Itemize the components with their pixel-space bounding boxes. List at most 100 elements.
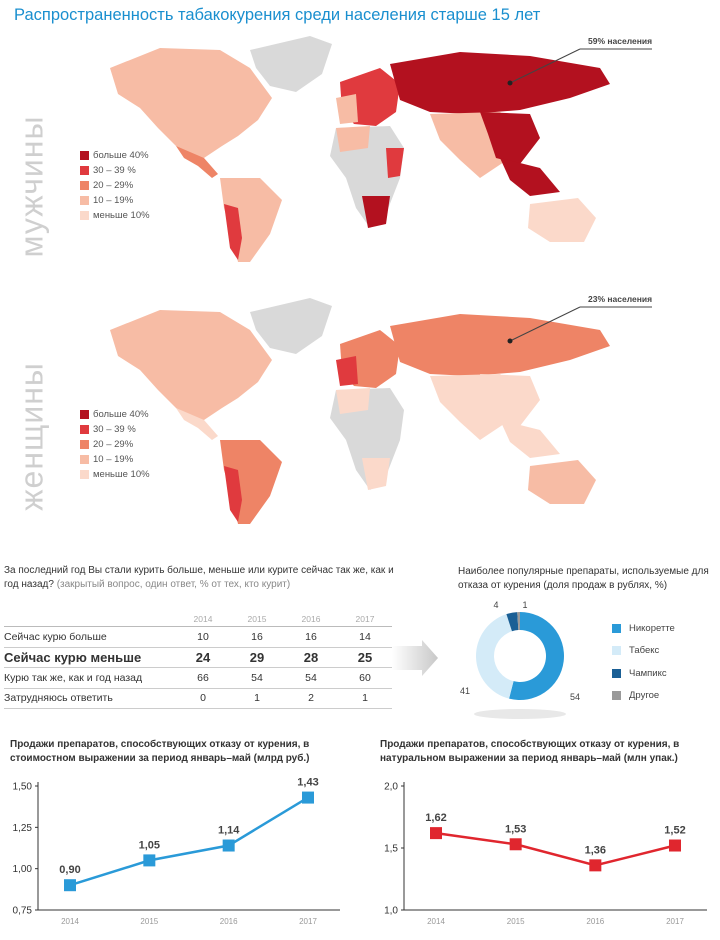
legend-swatch	[80, 425, 89, 434]
legend-item: 30 – 39 %	[80, 163, 150, 178]
cell-value: 24	[176, 647, 230, 668]
map-australia	[528, 198, 596, 242]
legend-swatch	[80, 211, 89, 220]
pie-slice-Другое	[517, 612, 520, 631]
legend-item: 20 – 29%	[80, 437, 150, 452]
table-row: Сейчас курю меньше 24 29 28 25	[4, 647, 392, 668]
line-chart-2: 1,0 1,5 2,0 2014 2015 2016 2017 1,62 1,53 1,36 1,5…	[384, 782, 707, 926]
row-label: Сейчас курю больше	[4, 626, 176, 648]
data-point	[669, 839, 681, 852]
data-label: 1,14	[218, 825, 240, 837]
map-greenland	[250, 298, 332, 354]
cell-value: 1	[230, 688, 284, 709]
table-header-row: 2014 2015 2016 2017	[4, 612, 392, 627]
map-se-asia	[500, 420, 560, 458]
data-label: 1,62	[425, 812, 446, 824]
legend-label: 30 – 39 %	[93, 165, 136, 176]
table-header-year: 2015	[230, 612, 284, 627]
cell-value: 16	[284, 626, 338, 648]
legend-swatch	[80, 166, 89, 175]
legend-label: больше 40%	[93, 150, 149, 161]
pie-slice-Никоретте	[509, 612, 564, 700]
data-label: 1,43	[297, 777, 318, 789]
legend-label: Чампикс	[629, 667, 667, 679]
y-tick-label: 0,75	[13, 906, 33, 917]
row-label: Сейчас курю меньше	[4, 647, 176, 668]
legend-item: Другое	[612, 685, 675, 708]
table-header-year: 2017	[338, 612, 392, 627]
cell-value: 10	[176, 626, 230, 648]
map-russia	[390, 52, 610, 114]
y-tick-label: 1,5	[384, 844, 398, 855]
table-header-empty	[4, 612, 176, 627]
line-chart-1-title: Продажи препаратов, способствующих отказ…	[10, 739, 310, 764]
x-tick-label: 2015	[140, 917, 158, 926]
legend-label: Табекс	[629, 645, 660, 657]
cell-value: 29	[230, 647, 284, 668]
legend-swatch	[612, 668, 621, 678]
legend-item: Табекс	[612, 640, 675, 663]
women-section-label: женщины	[13, 362, 50, 511]
x-tick-label: 2014	[61, 917, 79, 926]
legend-label: 10 – 19%	[93, 195, 134, 206]
map-russia	[390, 314, 610, 376]
survey-question: За последний год Вы стали курить больше,…	[4, 564, 394, 592]
data-point	[589, 859, 602, 872]
legend-swatch	[612, 623, 621, 633]
series-line	[69, 796, 309, 887]
x-tick-label: 2016	[220, 917, 238, 926]
map-australia	[528, 460, 596, 504]
table-header-year: 2016	[284, 612, 338, 627]
legend-label: больше 40%	[93, 409, 149, 420]
legend-label: 20 – 29%	[93, 180, 134, 191]
legend-swatch	[80, 196, 89, 205]
legend-swatch	[612, 646, 621, 656]
data-point	[222, 839, 235, 852]
map-africa-east	[386, 148, 404, 178]
y-tick-label: 1,25	[13, 823, 33, 834]
cell-value: 54	[230, 667, 284, 689]
men-section-label: мужчины	[13, 115, 50, 258]
pie-data-label: 4	[493, 600, 498, 610]
legend-swatch	[80, 181, 89, 190]
legend-label: Никоретте	[629, 622, 675, 634]
map-se-asia	[500, 158, 560, 196]
table-row: Затрудняюсь ответить 0 1 2 1	[4, 688, 392, 709]
y-tick-label: 1,50	[13, 782, 33, 793]
pie-data-label: 41	[460, 686, 470, 696]
map-europe-west	[336, 94, 358, 124]
legend-item: 30 – 39 %	[80, 422, 150, 437]
women-callout-label: 23% населения	[588, 294, 653, 304]
survey-question-text: За последний год Вы стали курить больше,…	[4, 565, 394, 590]
row-label: Затрудняюсь ответить	[4, 688, 176, 709]
legend-item: больше 40%	[80, 148, 150, 163]
cell-value: 0	[176, 688, 230, 709]
data-label: 1,05	[139, 839, 160, 851]
table-header-year: 2014	[176, 612, 230, 627]
line-chart-2-title: Продажи препаратов, способствующих отказ…	[380, 739, 680, 764]
legend-swatch	[612, 691, 621, 701]
data-point	[509, 838, 522, 851]
cell-value: 60	[338, 667, 392, 689]
legend-label: 20 – 29%	[93, 439, 134, 450]
x-tick-label: 2015	[507, 917, 525, 926]
men-legend: больше 40% 30 – 39 % 20 – 29% 10 – 19% м…	[80, 148, 150, 223]
women-legend: больше 40% 30 – 39 % 20 – 29% 10 – 19% м…	[80, 407, 150, 482]
line-chart-1: 0,75 1,00 1,25 1,50 2014 2015 2016 2017 0,90 1,05…	[13, 777, 340, 926]
legend-swatch	[80, 470, 89, 479]
map-north-america	[110, 310, 272, 420]
data-point	[302, 791, 314, 804]
row-label: Курю так же, как и год назад	[4, 667, 176, 689]
pie-slice-Чампикс	[506, 612, 519, 632]
cell-value: 1	[338, 688, 392, 709]
pie-legend: Никоретте Табекс Чампикс Другое	[612, 617, 675, 707]
map-south-america-west	[224, 204, 242, 260]
survey-question-note: (закрытый вопрос, один ответ, % от тех, …	[56, 579, 291, 590]
legend-swatch	[80, 410, 89, 419]
legend-label: 30 – 39 %	[93, 424, 136, 435]
data-label: 1,52	[664, 825, 685, 837]
pie-data-label: 54	[570, 692, 580, 702]
legend-label: меньше 10%	[93, 469, 150, 480]
data-point	[430, 827, 442, 840]
